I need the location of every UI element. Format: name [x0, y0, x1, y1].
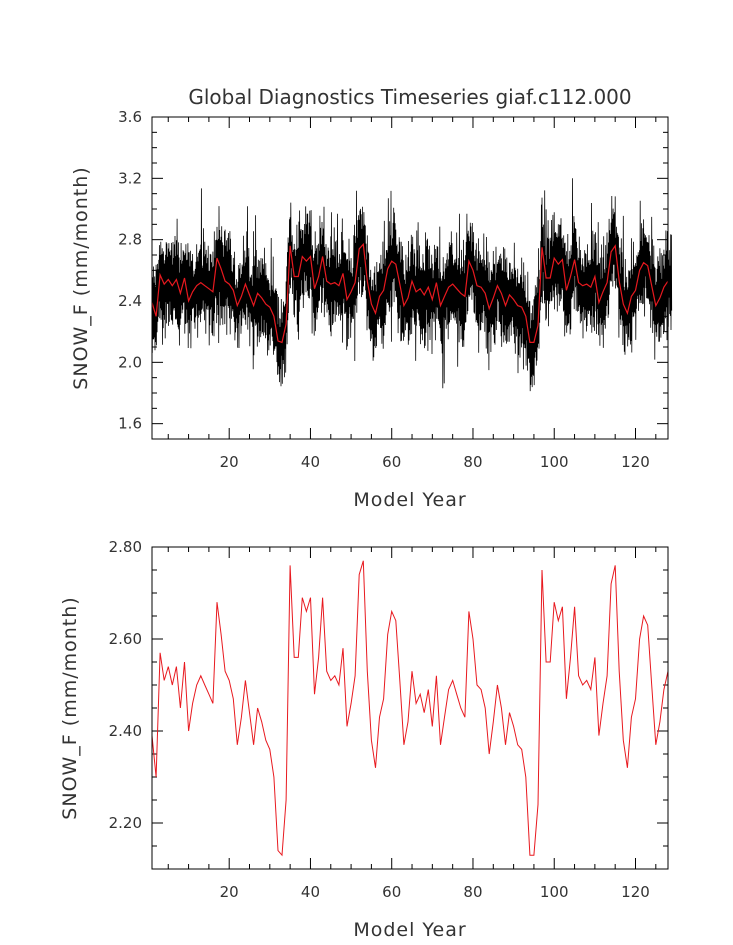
y-tick-label: 2.60: [109, 630, 142, 648]
annual-series-top: [151, 242, 669, 344]
monthly-line: [151, 178, 673, 392]
x-tick-label: 120: [621, 453, 650, 471]
y-tick-label: 3.2: [118, 169, 142, 187]
y-tick-label: 3.6: [118, 108, 142, 126]
y-tick-label: 2.80: [109, 538, 142, 556]
top-panel: Global Diagnostics Timeseries giaf.c112.…: [70, 85, 673, 511]
y-tick-label: 2.20: [109, 814, 142, 832]
x-tick-label: 60: [382, 453, 401, 471]
x-tick-label: 20: [220, 883, 239, 901]
x-tick-label: 80: [463, 883, 482, 901]
bottom-y-axis-label: SNOW_F (mm/month): [59, 596, 81, 819]
top-x-axis-label: Model Year: [353, 489, 466, 511]
x-tick-label: 60: [382, 883, 401, 901]
monthly-series: [151, 178, 673, 392]
x-tick-label: 20: [220, 453, 239, 471]
x-tick-label: 100: [540, 883, 569, 901]
x-tick-label: 40: [301, 453, 320, 471]
x-tick-label: 40: [301, 883, 320, 901]
top-plot-frame: [151, 116, 669, 440]
bottom-plot-frame: [151, 546, 669, 870]
y-tick-label: 1.6: [118, 415, 142, 433]
x-tick-label: 80: [463, 453, 482, 471]
x-tick-label: 120: [621, 883, 650, 901]
bottom-x-axis-label: Model Year: [353, 919, 466, 941]
annual-line: [151, 560, 669, 857]
annual-line: [151, 242, 669, 344]
y-tick-label: 2.0: [118, 353, 142, 371]
chart-title: Global Diagnostics Timeseries giaf.c112.…: [188, 85, 631, 109]
bottom-panel: 20 40 60 80 100 120 2.20 2.40 2.60 2.80 Model Yea…: [59, 538, 669, 941]
y-tick-label: 2.4: [118, 292, 142, 310]
y-tick-label: 2.40: [109, 722, 142, 740]
annual-series-bottom: [151, 560, 669, 857]
y-tick-label: 2.8: [118, 231, 142, 249]
x-tick-label: 100: [540, 453, 569, 471]
top-y-axis-label: SNOW_F (mm/month): [70, 166, 92, 389]
